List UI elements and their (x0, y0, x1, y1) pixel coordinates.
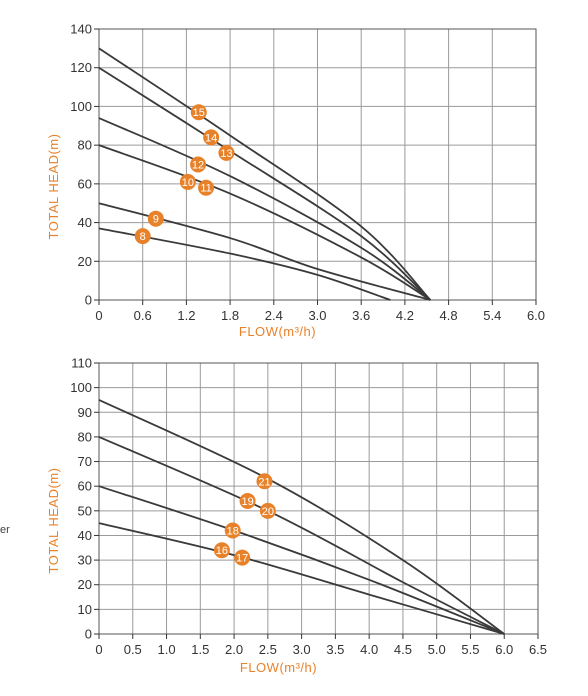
model-marker-label: 18 (227, 526, 239, 538)
model-marker-label: 16 (216, 545, 228, 557)
model-marker-label: 11 (200, 183, 211, 195)
x-tick-label: 0 (95, 642, 102, 657)
model-marker-13 (218, 144, 235, 161)
plot-frame (98, 362, 539, 635)
edge-text-fragment: er (0, 524, 10, 536)
x-tick-label: 6.0 (527, 308, 545, 323)
y-tick-label: 0 (85, 293, 92, 308)
pump-curve-chart-bottom: 0 10 20 30 40 50 60 70 80 90 100 110 0 0.5 1.0 1.5 2.0 2.… (46, 356, 547, 676)
y-tick-label: 40 (78, 215, 92, 230)
model-marker-8 (134, 228, 151, 245)
pump-curve-line-1 (98, 399, 505, 635)
y-tick-label: 40 (78, 528, 92, 543)
model-marker-label: 9 (153, 214, 159, 226)
y-tick-label: 80 (78, 429, 92, 444)
model-marker-15 (190, 104, 207, 121)
x-tick-label: 1.8 (221, 308, 239, 323)
y-tick-label: 0 (85, 627, 92, 642)
pump-curve-chart-top: 0 20 40 60 80 100 120 140 0 0.6 1.2 1.8 2.4 3.0 3.6 4.2… (46, 22, 545, 340)
y-tick-label: 20 (78, 254, 92, 269)
x-tick-label: 1.5 (191, 642, 209, 657)
pump-curve-line-2 (98, 66, 432, 301)
y-tick-label: 80 (78, 138, 92, 153)
pump-curve-line-4 (98, 522, 505, 635)
x-tick-label: 3.5 (326, 642, 344, 657)
y-tick-label: 60 (78, 176, 92, 191)
model-marker-label: 13 (220, 148, 232, 160)
y-tick-label: 70 (78, 454, 92, 469)
y-axis-title: TOTAL HEAD(m) (46, 134, 61, 240)
x-tick-label: 3.0 (308, 308, 326, 323)
model-marker-11 (198, 179, 215, 196)
x-tick-label: 1.2 (177, 308, 195, 323)
model-marker-label: 8 (140, 231, 146, 243)
x-tick-label: 5.0 (428, 642, 446, 657)
model-marker-18 (224, 522, 241, 539)
model-marker-label: 14 (205, 132, 217, 144)
y-tick-label: 120 (70, 60, 92, 75)
x-axis-title: FLOW(m³/h) (240, 660, 317, 675)
x-tick-label: 4.2 (396, 308, 414, 323)
model-marker-label: 21 (258, 476, 270, 488)
model-marker-16 (213, 542, 230, 559)
x-tick-label: 4.0 (360, 642, 378, 657)
pump-curve-line-1 (98, 47, 432, 301)
x-axis-title: FLOW(m³/h) (239, 324, 316, 339)
model-marker-9 (147, 210, 164, 227)
model-marker-14 (203, 129, 220, 146)
model-marker-19 (239, 492, 256, 509)
x-tick-label: 6.5 (529, 642, 547, 657)
y-tick-label: 20 (78, 577, 92, 592)
model-marker-label: 12 (192, 160, 204, 172)
x-tick-label: 1.0 (157, 642, 175, 657)
x-tick-label: 0.6 (134, 308, 152, 323)
model-marker-label: 15 (193, 107, 205, 119)
x-tick-label: 4.5 (394, 642, 412, 657)
pump-curve-line-3 (98, 117, 431, 301)
y-axis-title: TOTAL HEAD(m) (46, 468, 61, 574)
y-tick-label: 60 (78, 479, 92, 494)
x-tick-label: 6.0 (495, 642, 513, 657)
y-tick-label: 100 (70, 99, 92, 114)
y-tick-label: 50 (78, 503, 92, 518)
model-marker-10 (179, 173, 196, 190)
y-tick-label: 30 (78, 553, 92, 568)
x-tick-label: 5.5 (461, 642, 479, 657)
x-tick-label: 4.8 (440, 308, 458, 323)
x-tick-label: 0.5 (124, 642, 142, 657)
model-marker-label: 10 (182, 177, 194, 189)
y-tick-label: 110 (71, 356, 92, 371)
x-tick-label: 5.4 (483, 308, 501, 323)
model-marker-label: 17 (236, 553, 248, 565)
model-marker-label: 19 (241, 496, 253, 508)
y-tick-label: 90 (78, 405, 92, 420)
model-marker-17 (234, 549, 251, 566)
pump-curve-line-3 (98, 485, 505, 635)
y-tick-label: 100 (70, 380, 92, 395)
model-marker-20 (259, 502, 276, 519)
x-tick-label: 2.5 (259, 642, 277, 657)
model-marker-12 (190, 156, 207, 173)
x-tick-label: 3.0 (293, 642, 311, 657)
x-tick-label: 3.6 (352, 308, 370, 323)
x-tick-label: 2.0 (225, 642, 243, 657)
pump-curve-line-4 (98, 144, 431, 301)
pump-curve-line-2 (98, 436, 505, 635)
y-tick-label: 140 (70, 22, 92, 37)
model-marker-label: 20 (262, 506, 274, 518)
x-tick-label: 0 (95, 308, 102, 323)
x-tick-label: 2.4 (265, 308, 283, 323)
y-tick-label: 10 (78, 602, 92, 617)
model-marker-21 (256, 473, 273, 490)
